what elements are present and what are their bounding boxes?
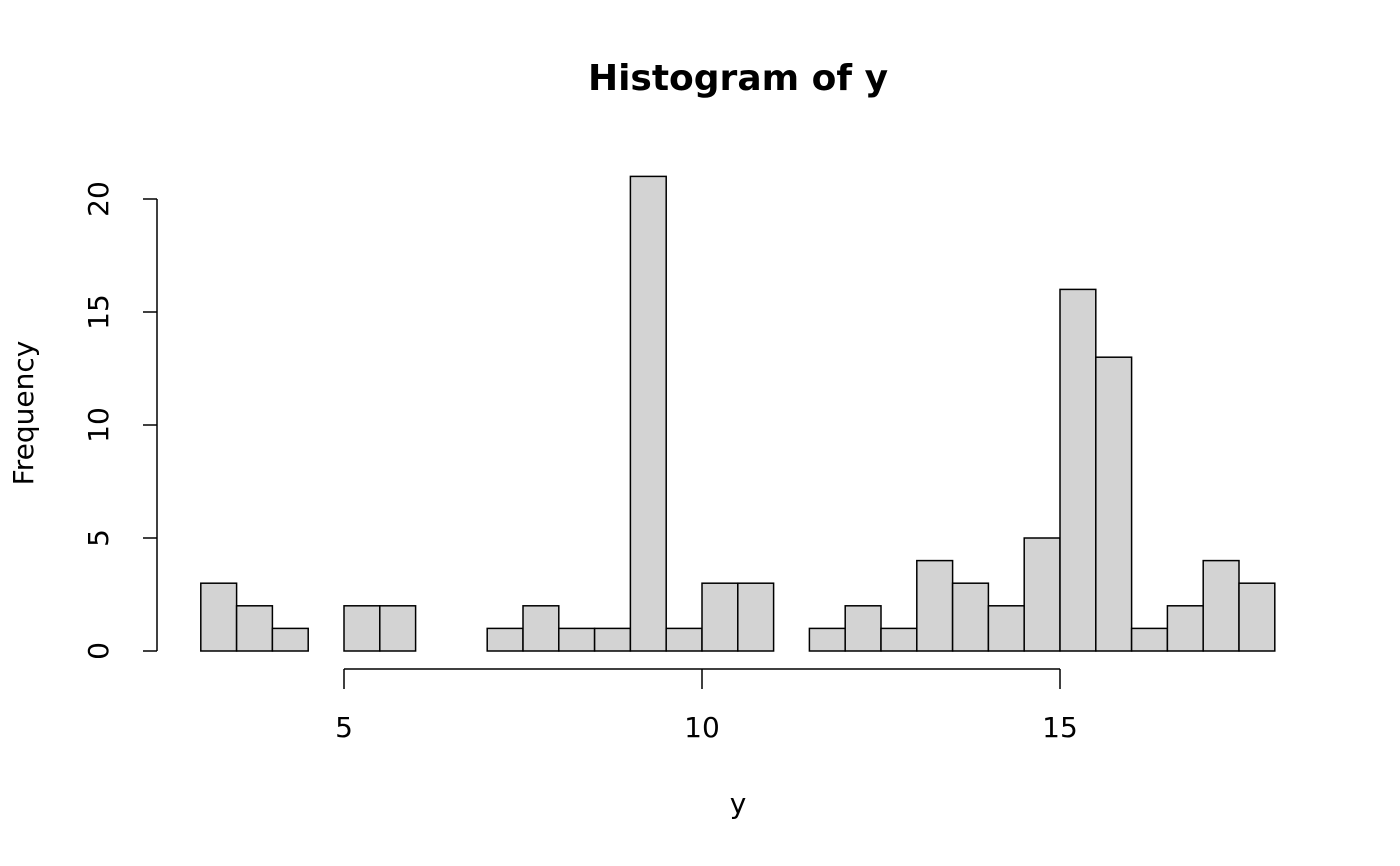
y-tick-label: 10: [82, 407, 115, 443]
bar: [737, 582, 775, 652]
bar: [880, 627, 918, 652]
bar: [522, 605, 560, 652]
bar: [343, 605, 381, 652]
bar: [1202, 559, 1240, 652]
y-tick-label: 5: [82, 529, 115, 547]
x-tick-label: 15: [1042, 711, 1078, 744]
bar: [844, 605, 882, 652]
x-tick-label: 10: [684, 711, 720, 744]
y-tick-label: 15: [82, 294, 115, 330]
bar: [1130, 627, 1169, 652]
bar: [987, 605, 1025, 652]
y-tick-label: 20: [82, 181, 115, 217]
bar: [200, 582, 238, 652]
bar: [1023, 537, 1061, 652]
y-axis-label: Frequency: [7, 341, 40, 486]
bar: [701, 582, 739, 652]
bar: [951, 582, 990, 652]
x-axis-label: y: [730, 787, 747, 820]
bar: [558, 627, 596, 652]
bar: [1059, 288, 1097, 652]
bar: [271, 627, 309, 652]
chart-title: Histogram of y: [588, 58, 888, 99]
bar: [629, 175, 667, 652]
bar: [1166, 605, 1204, 652]
bar: [379, 605, 417, 652]
bar: [486, 627, 524, 652]
bar: [1095, 356, 1133, 652]
bar: [1238, 582, 1276, 652]
bar: [665, 627, 703, 652]
bar: [235, 605, 274, 652]
y-tick-label: 0: [82, 642, 115, 660]
bar: [916, 559, 954, 652]
bar: [593, 627, 632, 652]
bar: [808, 627, 846, 652]
x-tick-label: 5: [335, 711, 353, 744]
